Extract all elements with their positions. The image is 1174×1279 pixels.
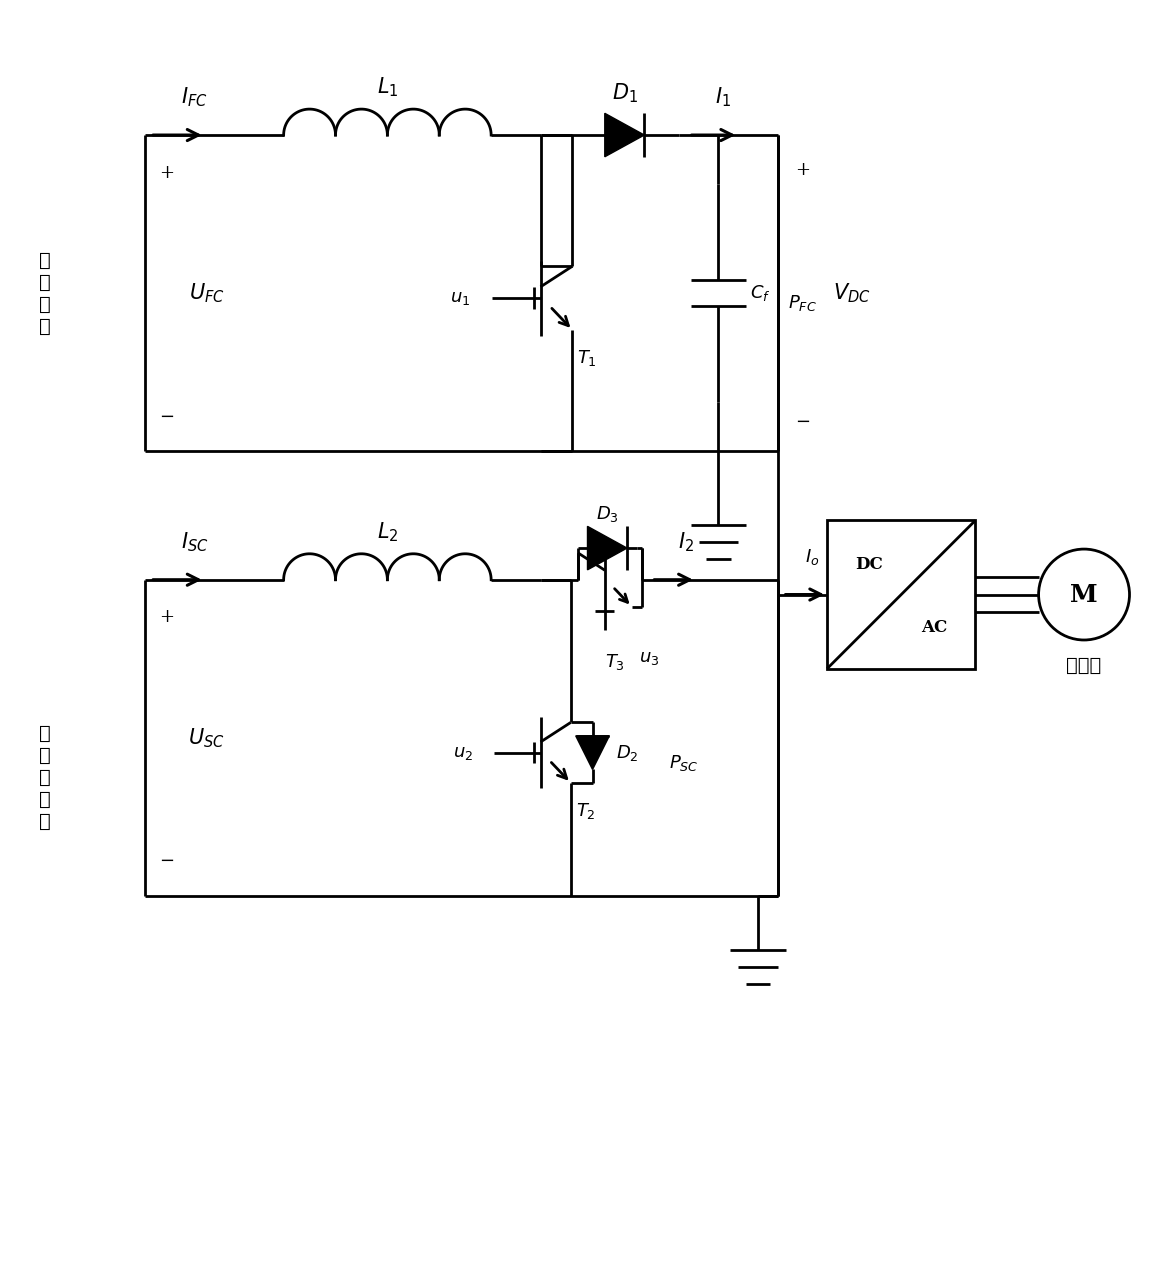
- Text: $I_2$: $I_2$: [679, 531, 694, 554]
- Text: $u_1$: $u_1$: [450, 289, 471, 307]
- Text: $T_2$: $T_2$: [575, 801, 595, 821]
- Text: +: +: [795, 161, 810, 179]
- Polygon shape: [605, 114, 645, 157]
- Text: $T_1$: $T_1$: [578, 348, 598, 367]
- Bar: [828, 521, 976, 669]
- Text: $I_{FC}$: $I_{FC}$: [181, 86, 208, 109]
- Text: $L_1$: $L_1$: [377, 75, 398, 100]
- Text: 电动机: 电动机: [1066, 656, 1101, 675]
- Text: M: M: [1071, 582, 1098, 606]
- Text: $I_o$: $I_o$: [805, 547, 819, 567]
- Text: $P_{FC}$: $P_{FC}$: [788, 293, 817, 313]
- Text: 超
级
电
容
器: 超 级 电 容 器: [39, 724, 50, 831]
- Text: $u_3$: $u_3$: [639, 648, 660, 666]
- Text: $u_2$: $u_2$: [453, 743, 473, 762]
- Text: $C_f$: $C_f$: [750, 283, 770, 303]
- Text: $D_2$: $D_2$: [616, 743, 639, 762]
- Text: $V_{DC}$: $V_{DC}$: [834, 281, 871, 304]
- Text: $D_1$: $D_1$: [612, 82, 637, 105]
- Text: $L_2$: $L_2$: [377, 521, 398, 544]
- Text: +: +: [160, 609, 175, 627]
- Text: −: −: [795, 413, 810, 431]
- Text: $T_3$: $T_3$: [605, 652, 625, 671]
- Text: −: −: [160, 408, 175, 426]
- Text: $D_3$: $D_3$: [596, 504, 619, 523]
- Text: $I_1$: $I_1$: [715, 86, 731, 109]
- Polygon shape: [575, 735, 609, 770]
- Text: +: +: [160, 164, 175, 182]
- Text: DC: DC: [855, 556, 883, 573]
- Text: $P_{SC}$: $P_{SC}$: [669, 752, 699, 773]
- Text: $U_{SC}$: $U_{SC}$: [188, 726, 225, 749]
- Text: $U_{FC}$: $U_{FC}$: [189, 281, 224, 304]
- Text: 燃
料
电
池: 燃 料 电 池: [39, 251, 50, 335]
- Text: AC: AC: [920, 619, 947, 636]
- Text: $I_{SC}$: $I_{SC}$: [181, 531, 209, 554]
- Polygon shape: [587, 527, 627, 570]
- Text: −: −: [160, 852, 175, 870]
